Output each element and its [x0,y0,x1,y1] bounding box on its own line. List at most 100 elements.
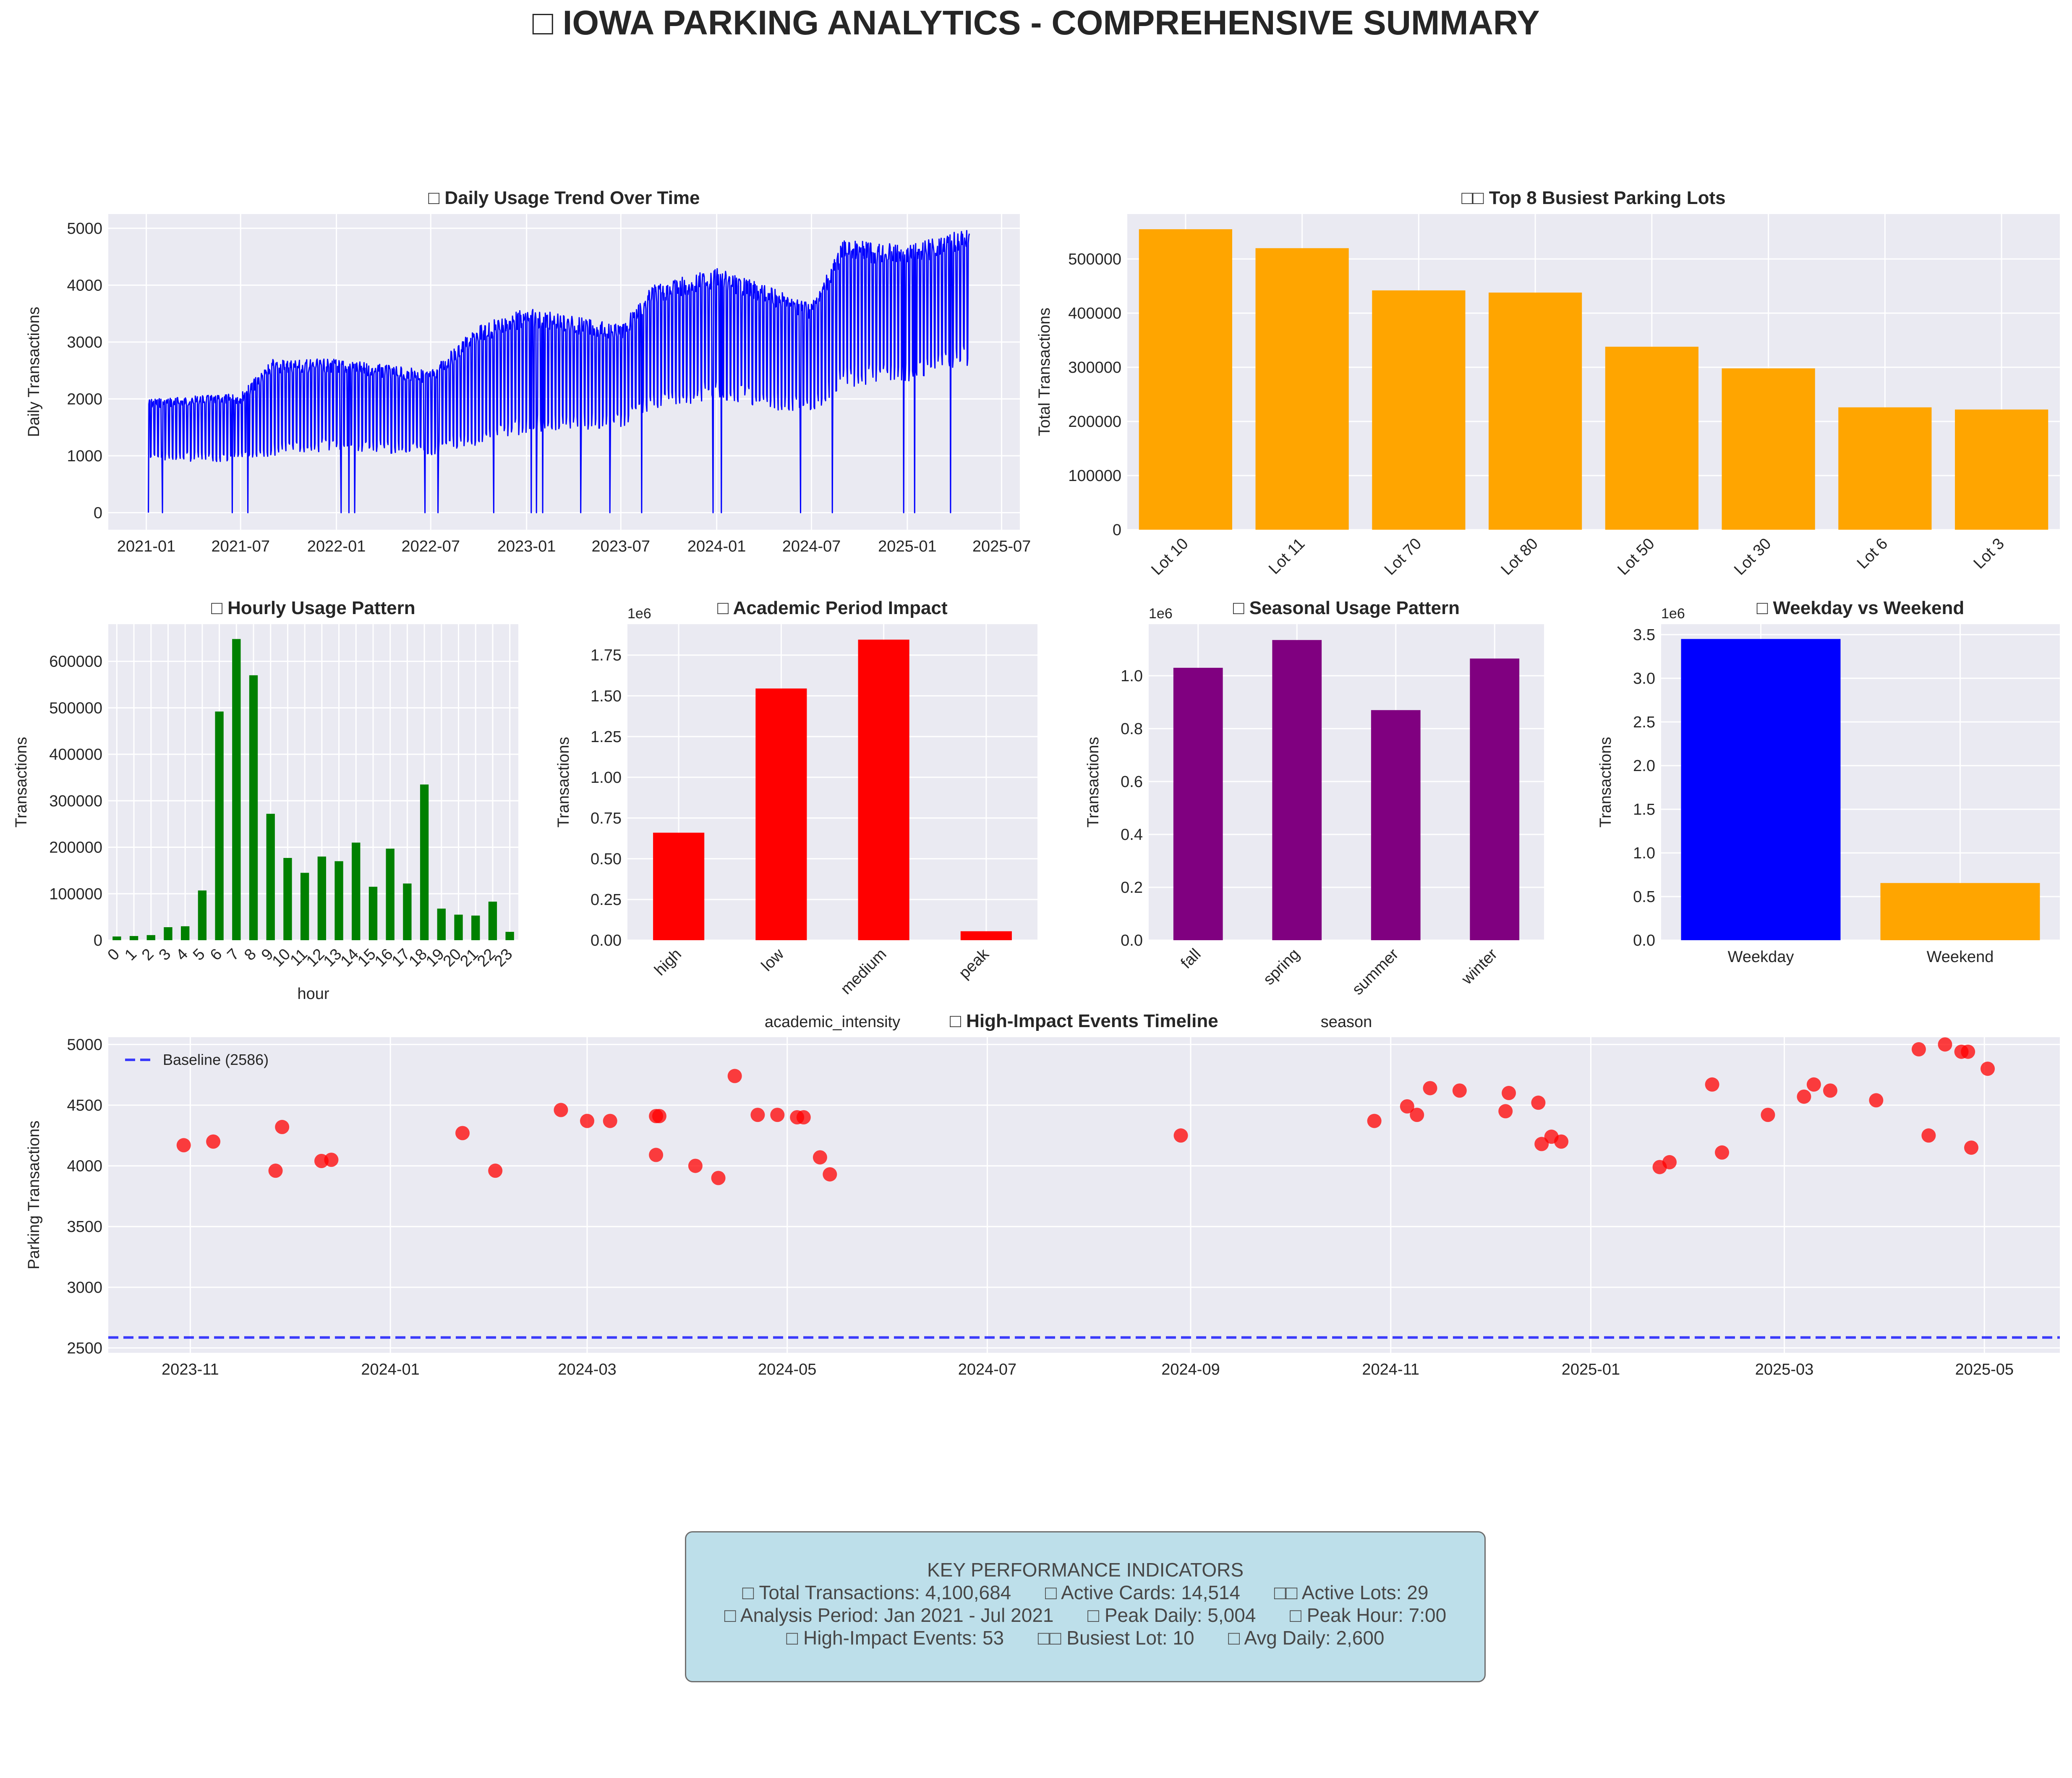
x-axis-label: hour [297,985,329,1003]
event-point [554,1103,568,1117]
event-point [727,1069,742,1083]
y-tick-label: 0.0 [1121,932,1143,949]
x-tick-label: 2024-01 [361,1361,419,1378]
y-tick-label: 2000 [67,390,102,408]
y-tick-label: 0 [94,504,102,522]
kpi-total-transactions: □ Total Transactions: 4,100,684 [742,1582,1011,1603]
y-axis-label: Daily Transactions [25,307,43,437]
x-tick-label: fall [1178,945,1205,972]
x-axis-label: academic_intensity [765,1013,900,1031]
plot-area [108,1037,2060,1353]
kpi-peak-daily: □ Peak Daily: 5,004 [1087,1604,1256,1626]
top-lots-chart: □□ Top 8 Busiest Parking Lots Total Trans… [1036,188,2060,579]
y-tick-label: 2.5 [1633,714,1655,731]
event-point [1981,1062,1995,1076]
x-tick-label: Weekend [1927,948,1994,966]
y-tick-label: 2.0 [1633,757,1655,775]
x-tick-label: 4 [172,945,191,964]
kpi-heading: KEY PERFORMANCE INDICATORS [927,1559,1244,1581]
event-point [796,1110,811,1124]
y-tick-label: 400000 [49,746,102,763]
event-point [1938,1037,1952,1052]
x-tick-label: 2023-01 [497,538,556,555]
hourly-bar-18 [420,784,429,940]
x-tick-label: 5 [190,945,209,964]
lots-bar-lot-3 [1955,409,2048,530]
event-point [268,1164,283,1178]
hourly-bar-0 [112,936,121,940]
event-point [1961,1044,1975,1059]
kpi-active-cards: □ Active Cards: 14,514 [1045,1582,1241,1603]
event-point [1410,1108,1424,1122]
x-tick-label: 2 [138,945,157,964]
y-axis-label: Parking Transactions [25,1121,43,1270]
event-point [813,1150,827,1165]
hourly-bar-4 [181,926,190,940]
event-point [1367,1114,1382,1128]
y-tick-label: 0 [1113,521,1121,539]
kpi-row: □ Analysis Period: Jan 2021 - Jul 2021 □… [686,1604,1484,1626]
y-tick-label: 3.5 [1633,626,1655,644]
chart-title: □ Seasonal Usage Pattern [1233,598,1460,618]
y-tick-label: 0.8 [1121,720,1143,738]
lots-bar-lot-30 [1722,368,1815,530]
academic-period-chart: □ Academic Period Impact Transactions 1e6 0… [555,598,1037,1031]
x-tick-label: Lot 10 [1148,535,1191,578]
y-tick-label: 3.0 [1633,670,1655,688]
x-tick-label: Lot 80 [1498,535,1542,578]
event-point [488,1164,503,1178]
kpi-peak-hour: □ Peak Hour: 7:00 [1290,1604,1447,1626]
x-tick-label: Lot 3 [1970,535,2008,572]
event-point [1498,1104,1513,1119]
plot-area [108,624,518,940]
event-point [649,1148,664,1162]
y-tick-label: 0.0 [1633,932,1655,949]
x-tick-label: 2024-07 [782,538,841,555]
event-point [1705,1077,1719,1092]
y-tick-label: 0.50 [591,850,622,868]
y-tick-label: 600000 [49,653,102,671]
y-tick-label: 500000 [49,699,102,717]
event-point [1452,1083,1467,1098]
event-point [206,1134,221,1149]
x-tick-label: medium [837,945,890,998]
y-tick-label: 1.5 [1633,801,1655,818]
hourly-bar-22 [488,902,497,940]
y-tick-label: 0.6 [1121,773,1143,791]
kpi-busiest-lot: □□ Busiest Lot: 10 [1037,1627,1194,1649]
x-tick-label: 2025-05 [1955,1361,2014,1378]
y-tick-label: 5000 [67,1036,102,1054]
hourly-bar-15 [368,886,378,940]
x-tick-label: Weekday [1728,948,1794,966]
seasonal-usage-chart: □ Seasonal Usage Pattern Transactions 1e6 0… [1084,598,1544,1031]
hourly-bar-7 [232,639,241,940]
x-tick-label: 1 [121,945,140,964]
hourly-bar-3 [164,927,172,940]
hourly-bar-13 [334,861,343,940]
academic-bar-medium [858,639,909,940]
event-point [1173,1128,1188,1143]
x-tick-label: 2025-01 [878,538,936,555]
chart-title: □□ Top 8 Busiest Parking Lots [1461,188,1725,208]
x-tick-label: Lot 30 [1731,535,1774,578]
y-tick-label: 4500 [67,1097,102,1114]
x-tick-label: 2021-07 [212,538,270,555]
lots-bar-lot-6 [1838,407,1932,530]
axis-multiplier: 1e6 [1661,606,1685,622]
academic-bar-high [653,832,705,940]
x-tick-label: 2022-01 [307,538,366,555]
y-tick-label: 5000 [67,220,102,238]
seasonal-bar-summer [1371,710,1421,940]
y-tick-label: 1.0 [1633,845,1655,862]
x-tick-label: Lot 50 [1614,535,1658,578]
chart-title: □ High-Impact Events Timeline [950,1011,1218,1031]
event-point [1423,1081,1437,1096]
axis-multiplier: 1e6 [627,606,651,622]
x-tick-label: 2022-07 [402,538,460,555]
x-tick-label: low [758,945,787,975]
kpi-analysis-period: □ Analysis Period: Jan 2021 - Jul 2021 [724,1604,1054,1626]
x-tick-label: 2024-01 [687,538,746,555]
lots-bar-lot-80 [1489,293,1582,530]
y-tick-label: 0 [94,932,102,949]
x-axis-label: season [1321,1013,1372,1031]
